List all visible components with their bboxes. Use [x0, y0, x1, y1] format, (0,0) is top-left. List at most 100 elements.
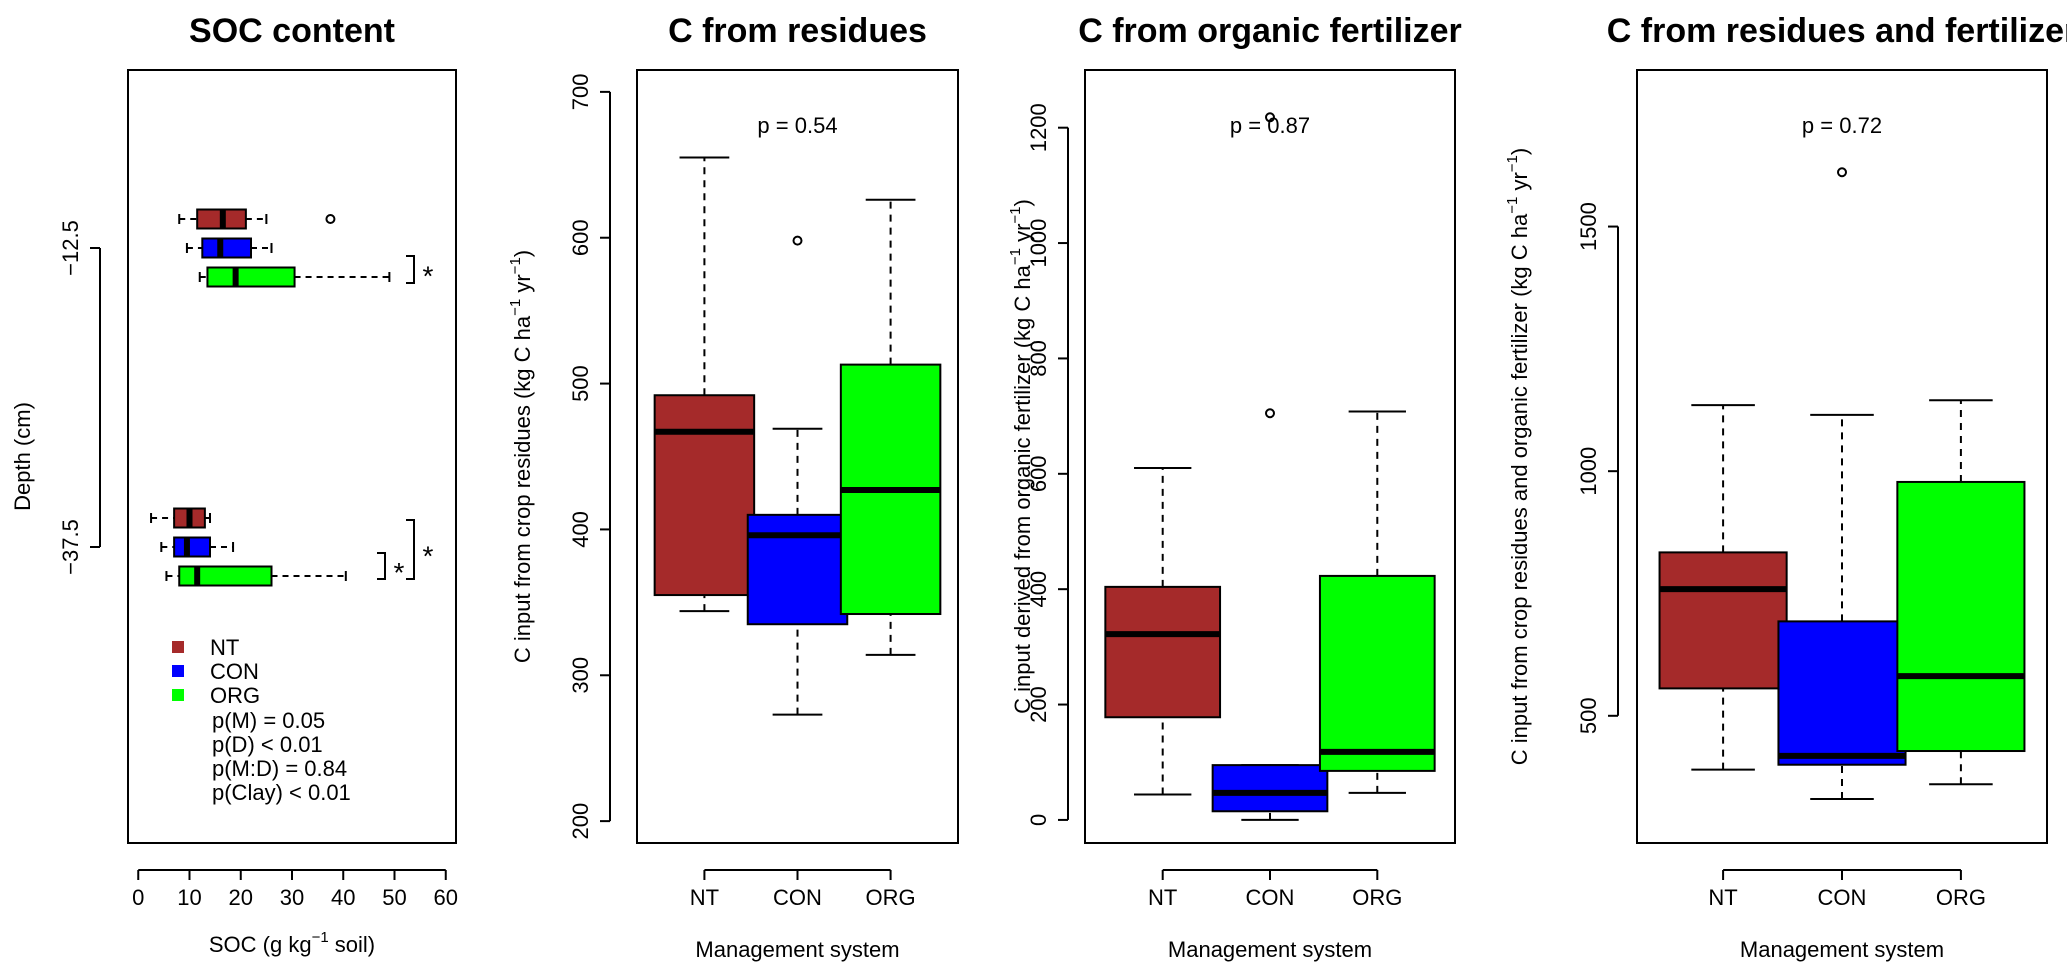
x-tick-label: 40: [331, 885, 355, 910]
legend-stat: p(D) < 0.01: [212, 732, 323, 757]
legend-swatch-org: [172, 689, 184, 701]
x-tick-label: NT: [1708, 885, 1737, 910]
x-tick-label: 30: [280, 885, 304, 910]
x-tick-label: 10: [177, 885, 201, 910]
y-tick-label: 500: [568, 365, 593, 402]
y-tick-label: 400: [1026, 571, 1051, 608]
legend-swatch-nt: [172, 641, 184, 653]
y-tick-label: 1200: [1026, 103, 1051, 152]
y-axis-label-fertilizer-part-4: ): [1010, 199, 1035, 206]
x-axis-label-residues: Management system: [695, 937, 899, 962]
significance-star: *: [423, 261, 434, 292]
y-tick-label: −12.5: [58, 220, 83, 276]
significance-star: *: [423, 541, 434, 572]
y-axis-label-combined-part-1: −1: [1504, 197, 1521, 214]
box-nt: [1104, 585, 1222, 719]
y-tick-label: 0: [1026, 814, 1051, 826]
panel-title-combined: C from residues and fertilizer: [1607, 12, 2067, 50]
y-tick-label: 700: [568, 74, 593, 111]
box-nt: [1658, 551, 1788, 690]
y-axis-label-fertilizer-part-1: −1: [1007, 248, 1024, 265]
x-tick-label: 20: [229, 885, 253, 910]
box-nt: [653, 394, 756, 597]
x-axis-label-soc-part-2: soil): [329, 932, 375, 957]
panel-title-fertilizer: C from organic fertilizer: [1078, 12, 1462, 50]
y-axis-label-fertilizer-part-3: −1: [1007, 206, 1024, 223]
significance-bracket: [406, 519, 415, 580]
legend-stat: p(M:D) = 0.84: [212, 756, 347, 781]
y-axis-label-fertilizer-part-2: yr: [1010, 224, 1035, 248]
significance-bracket: [377, 552, 386, 580]
legend-stat: p(Clay) < 0.01: [212, 780, 351, 805]
box-org: [206, 266, 296, 288]
y-axis-label-residues: C input from crop residues (kg C ha−1 yr…: [507, 250, 535, 663]
x-tick-label: ORG: [866, 885, 916, 910]
y-tick-label: 600: [1026, 455, 1051, 492]
x-axis-label-combined: Management system: [1740, 937, 1944, 962]
y-axis-label-residues-part-2: yr: [510, 274, 535, 298]
y-tick-label: 400: [568, 511, 593, 548]
legend-label: ORG: [210, 683, 260, 708]
outlier-point: [1837, 167, 1847, 178]
y-axis-label-residues-part-0: C input from crop residues (kg C ha: [510, 315, 535, 663]
x-tick-label: CON: [773, 885, 822, 910]
outlier-point: [792, 235, 803, 246]
p-value-fertilizer: p = 0.87: [1230, 113, 1310, 138]
x-axis-label-soc: SOC (g kg−1 soil): [209, 929, 375, 957]
x-tick-label: CON: [1818, 885, 1867, 910]
y-axis-label-residues-part-4: ): [510, 250, 535, 257]
y-axis-label-combined-part-2: yr: [1507, 172, 1532, 196]
y-tick-label: 600: [568, 219, 593, 256]
outlier-point: [325, 214, 336, 224]
significance-star: *: [394, 557, 405, 588]
y-axis-label-fertilizer-part-0: C input derived from organic fertilizer …: [1010, 264, 1035, 713]
plot-frame-combined: [1636, 69, 2048, 844]
x-tick-label: 0: [132, 885, 144, 910]
legend-label: CON: [210, 659, 259, 684]
panel-title-residues: C from residues: [668, 12, 927, 50]
y-tick-label: 500: [1576, 697, 1601, 734]
box-con: [201, 237, 252, 259]
p-value-combined: p = 0.72: [1802, 113, 1882, 138]
x-tick-label: ORG: [1936, 885, 1986, 910]
box-org: [1896, 480, 2026, 753]
x-tick-label: CON: [1246, 885, 1295, 910]
y-tick-label: 200: [1026, 686, 1051, 723]
box-con: [1211, 764, 1329, 813]
y-tick-label: 1000: [1026, 219, 1051, 268]
y-axis-label-residues-part-1: −1: [507, 299, 524, 316]
outlier-point: [1265, 408, 1275, 419]
x-tick-label: NT: [690, 885, 719, 910]
legend-stat: p(M) = 0.05: [212, 708, 325, 733]
panel-title-soc: SOC content: [189, 12, 395, 50]
plot-frame-residues: [636, 69, 959, 844]
box-con: [1777, 620, 1907, 766]
y-axis-label-combined-part-4: ): [1507, 148, 1532, 155]
x-axis-label-soc-part-1: −1: [312, 929, 329, 946]
significance-bracket: [406, 255, 415, 284]
box-org: [1318, 574, 1436, 772]
y-axis-label-combined-part-3: −1: [1504, 155, 1521, 172]
plot-frame-fertilizer: [1084, 69, 1456, 844]
plot-frame-soc: [127, 69, 457, 844]
box-org: [178, 565, 273, 587]
y-axis-label-residues-part-3: −1: [507, 257, 524, 274]
y-tick-label: 800: [1026, 340, 1051, 377]
y-tick-label: −37.5: [58, 519, 83, 575]
y-tick-label: 1500: [1576, 202, 1601, 251]
y-axis-label-fertilizer: C input derived from organic fertilizer …: [1007, 199, 1035, 714]
x-axis-label-fertilizer: Management system: [1168, 937, 1372, 962]
x-tick-label: 50: [382, 885, 406, 910]
p-value-residues: p = 0.54: [757, 113, 837, 138]
y-tick-label: 300: [568, 657, 593, 694]
y-tick-label: 1000: [1576, 447, 1601, 496]
box-con: [746, 513, 849, 626]
legend-label: NT: [210, 635, 239, 660]
x-tick-label: ORG: [1352, 885, 1402, 910]
box-con: [173, 536, 211, 558]
y-axis-label-soc: Depth (cm): [10, 402, 35, 511]
x-tick-label: NT: [1148, 885, 1177, 910]
legend-swatch-con: [172, 665, 184, 677]
y-axis-label-combined-part-0: C input from crop residues and organic f…: [1507, 213, 1532, 765]
